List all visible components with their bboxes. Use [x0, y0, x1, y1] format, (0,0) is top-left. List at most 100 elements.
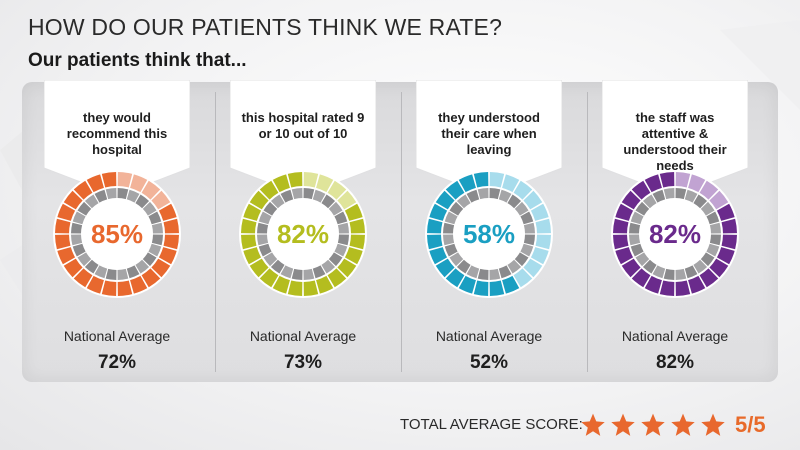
donut-inner-segment [270, 194, 285, 209]
donut-inner-segment [652, 189, 666, 203]
column-divider [215, 92, 216, 372]
donut-segment [287, 172, 303, 188]
donut-segment [699, 180, 719, 200]
donut-inner-segment [337, 222, 349, 234]
donut-segment [272, 174, 290, 193]
statement-text: this hospital rated 9 or 10 out of 10 [241, 110, 365, 141]
donut-segment [249, 190, 269, 210]
national-average-value: 52% [469, 352, 509, 373]
donut-segment [699, 268, 719, 288]
donut-segment [473, 280, 489, 296]
donut-segment [709, 190, 729, 210]
donut-inner-segment [449, 201, 464, 216]
donut-segment [241, 234, 257, 250]
donut-segment [523, 258, 543, 278]
donut-inner-segment [456, 194, 471, 209]
donut-inner-segment [291, 268, 303, 280]
donut-segment [141, 180, 161, 200]
donut-segment [631, 268, 651, 288]
donut-inner-segment [630, 243, 644, 257]
donut-inner-segment [257, 234, 269, 246]
donut-segment [316, 275, 334, 294]
donut-segment [535, 218, 551, 234]
donut-segment [163, 234, 179, 250]
donut-inner-segment [263, 252, 278, 267]
metric-column: they would recommend this hospital 85% Nat… [32, 80, 202, 382]
donut-segment [327, 180, 347, 200]
donut-segment [101, 280, 117, 296]
donut-segment [243, 247, 262, 265]
donut-segment [513, 180, 533, 200]
donut-inner-segment [684, 265, 698, 279]
donut-segment [473, 172, 489, 188]
donut-inner-segment [629, 234, 641, 246]
column-divider [401, 92, 402, 372]
donut-inner-segment [84, 194, 99, 209]
donut-segment [272, 275, 290, 294]
donut-segment [615, 203, 634, 221]
donut-segment [445, 180, 465, 200]
star-icon [701, 413, 725, 436]
donut-inner-segment [489, 268, 501, 280]
donut-inner-segment [151, 234, 163, 246]
donut-segment [535, 234, 551, 250]
donut-inner-segment [466, 189, 480, 203]
donut-segment [716, 247, 735, 265]
national-average-label: National Average [435, 328, 543, 344]
donut-segment [349, 234, 365, 250]
percent-donut [611, 170, 739, 298]
donut-segment [435, 258, 455, 278]
donut-inner-segment [126, 189, 140, 203]
star-icon [641, 413, 665, 436]
donut-segment [158, 203, 177, 221]
percent-donut [425, 170, 553, 298]
donut-segment [659, 280, 675, 296]
donut-segment [644, 174, 662, 193]
donut-inner-segment [334, 211, 348, 225]
donut-segment [86, 275, 104, 294]
donut-inner-segment [693, 259, 708, 274]
percent-value: 85% [90, 218, 144, 249]
statement-text: they would recommend this hospital [66, 110, 168, 157]
total-score-value: 5/5 [735, 412, 766, 437]
donut-segment [337, 258, 357, 278]
donut-segment [721, 218, 737, 234]
donut-inner-segment [312, 265, 326, 279]
donut-inner-segment [71, 222, 83, 234]
donut-segment [709, 258, 729, 278]
donut-segment [130, 174, 148, 193]
donut-inner-segment [652, 265, 666, 279]
donut-segment [427, 218, 443, 234]
donut-segment [688, 174, 706, 193]
donut-inner-segment [303, 188, 315, 200]
donut-inner-segment [117, 188, 129, 200]
donut-inner-segment [77, 201, 92, 216]
donut-inner-segment [328, 252, 343, 267]
donut-segment [57, 203, 76, 221]
donut-segment [644, 275, 662, 294]
donut-inner-segment [523, 234, 535, 246]
donut-segment [458, 275, 476, 294]
donut-segment [427, 234, 443, 250]
donut-segment [141, 268, 161, 288]
percent-value: 82% [276, 218, 330, 249]
donut-segment [63, 258, 83, 278]
donut-inner-segment [507, 259, 522, 274]
donut-segment [117, 172, 133, 188]
donut-inner-segment [94, 265, 108, 279]
donut-segment [489, 172, 505, 188]
national-average-label: National Average [249, 328, 357, 344]
donut-inner-segment [321, 194, 336, 209]
donut-inner-segment [630, 211, 644, 225]
donut-segment [675, 280, 691, 296]
donut-inner-segment [477, 188, 489, 200]
donut-segment [303, 172, 319, 188]
donut-inner-segment [257, 222, 269, 234]
donut-segment [73, 268, 93, 288]
donut-segment [151, 190, 171, 210]
donut-segment [721, 234, 737, 250]
donut-inner-segment [514, 201, 529, 216]
donut-inner-segment [72, 211, 86, 225]
donut-segment [130, 275, 148, 294]
star-icon [611, 413, 635, 436]
